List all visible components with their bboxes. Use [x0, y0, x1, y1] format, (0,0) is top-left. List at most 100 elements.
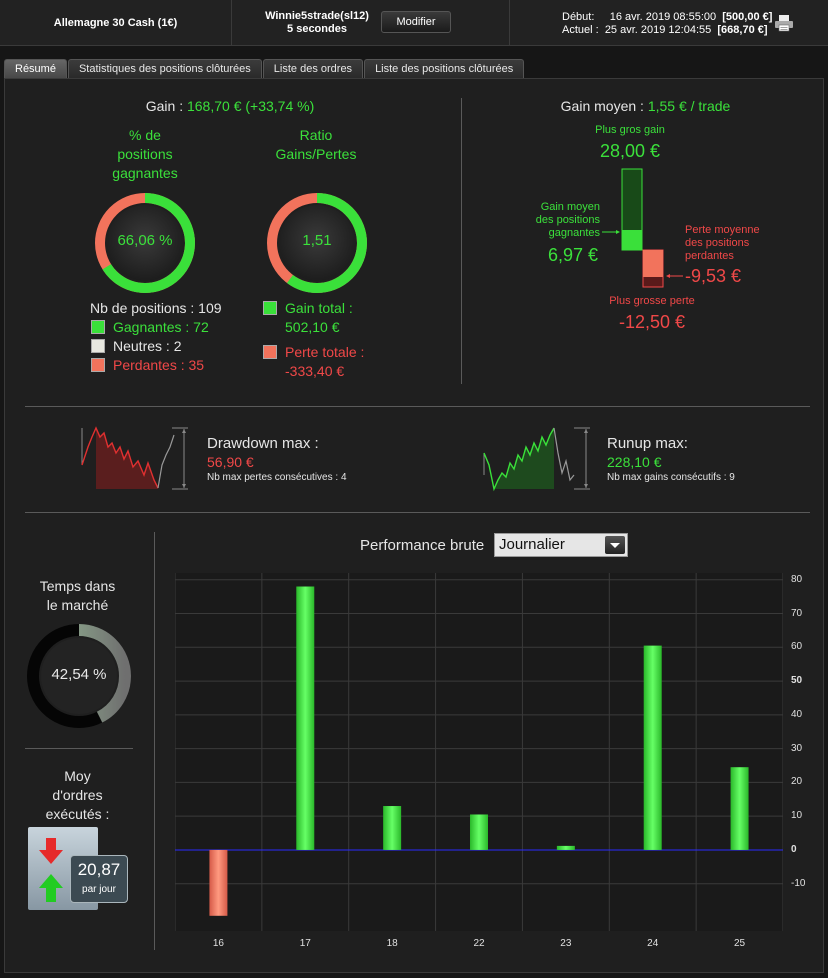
winners-swatch [91, 320, 105, 334]
max-gain-label: Plus gros gain [595, 124, 665, 136]
modify-button[interactable]: Modifier [381, 11, 451, 33]
avg-win-bar [622, 230, 642, 250]
market-time-ring-fill [27, 624, 131, 728]
market-time-title-line: Temps dans [39, 578, 116, 594]
instrument-name: Allemagne 30 Cash (1€) [0, 0, 232, 46]
win-rate-title-line: gagnantes [112, 165, 178, 181]
tab-bar: Résumé Statistiques des positions clôtur… [4, 59, 525, 78]
period-select-arrow[interactable] [605, 536, 625, 554]
chart-bars [209, 586, 749, 916]
chart-plot-area [175, 573, 783, 931]
chart-bar[interactable] [556, 845, 575, 850]
runup-value: 228,10 € [607, 454, 662, 470]
chart-bar[interactable] [296, 586, 315, 850]
period-select[interactable]: Journalier [494, 533, 628, 557]
tab-statistics[interactable]: Statistiques des positions clôturées [67, 59, 262, 78]
total-gain-label: Gain total : [285, 300, 353, 316]
drawdown-sparkline [81, 426, 188, 490]
chart-y-tick-label: 0 [791, 843, 797, 855]
market-time-ring-core [41, 638, 117, 714]
chart-x-tick-label: 25 [734, 938, 746, 949]
neutral-swatch [91, 339, 105, 353]
chart-x-tick-label: 17 [299, 938, 311, 949]
neutral-count: Neutres : 2 [113, 338, 182, 354]
ratio-value: 1,51 [302, 232, 332, 249]
positions-count: Nb de positions : 109 [90, 300, 222, 316]
total-loss-value: -333,40 € [285, 363, 345, 379]
orders-unit: par jour [82, 884, 116, 895]
section-divider [25, 512, 810, 513]
avg-win-label-line: des positions [535, 214, 600, 226]
avg-loss-label-line: des positions [685, 237, 750, 249]
gain-header: Gain : 168,70 € (+33,74 %) [0, 98, 460, 114]
ratio-ring-core [279, 205, 355, 281]
avg-loss-arrow-icon [666, 274, 670, 278]
total-gain-value: 502,10 € [285, 319, 340, 335]
avg-loss-label-line: Perte moyenne [685, 224, 760, 236]
orders-title-line: exécutés : [45, 806, 110, 822]
total-loss-swatch [263, 345, 277, 359]
market-time-ring [27, 624, 131, 728]
win-rate-ring-core [107, 205, 183, 281]
runup-sparkline [483, 427, 590, 492]
max-loss-label: Plus grosse perte [609, 295, 695, 307]
market-time-value: 42,54 % [51, 666, 107, 683]
avg-gain-header: Gain moyen : 1,55 € / trade [463, 98, 828, 114]
start-date: 16 avr. 2019 08:55:00 [609, 11, 717, 23]
chart-x-tick-label: 18 [386, 938, 398, 949]
tab-resume[interactable]: Résumé [4, 59, 67, 78]
chart-y-tick-label: 60 [791, 641, 803, 653]
drawdown-value: 56,90 € [207, 454, 254, 470]
chart-y-tick-label: 50 [791, 675, 803, 687]
chart-y-tick-label: 80 [791, 573, 803, 585]
tab-closed-positions[interactable]: Liste des positions clôturées [364, 59, 525, 78]
win-rate-title: % de positions gagnantes [90, 126, 200, 183]
avg-win-label: Gain moyen des positions gagnantes [530, 201, 600, 240]
chart-bar[interactable] [730, 767, 749, 850]
chart-bar[interactable] [470, 814, 488, 850]
gain-value: 168,70 € (+33,74 %) [186, 98, 315, 114]
chart-y-tick-label: 20 [791, 776, 803, 788]
section-divider [25, 748, 133, 749]
account-name: Winnie5strade(sl12) [265, 10, 369, 22]
orders-value: 20,87 [77, 860, 121, 879]
performance-chart [175, 573, 783, 931]
market-time-title-line: le marché [46, 597, 109, 613]
orders-badge [70, 855, 128, 903]
section-divider [25, 406, 810, 407]
gain-label: Gain : [145, 98, 184, 114]
current-value: [668,70 €] [717, 24, 768, 36]
account-panel: Winnie5strade(sl12) 5 secondes Modifier [232, 0, 510, 46]
avg-loss-label-line: perdantes [685, 250, 734, 262]
start-row: Début: 16 avr. 2019 08:55:00 [500,00 €] [562, 11, 772, 23]
orders-title-line: Moy [64, 768, 91, 784]
win-rate-ring-gain [95, 193, 195, 293]
win-rate-value: 66,06 % [117, 232, 173, 249]
chart-y-tick-label: 30 [791, 742, 803, 754]
chart-y-tick-label: 70 [791, 607, 803, 619]
chart-bar[interactable] [643, 645, 662, 850]
section-divider [154, 532, 155, 950]
tab-orders[interactable]: Liste des ordres [262, 59, 364, 78]
win-rate-title-line: positions [117, 146, 173, 162]
current-row: Actuel : 25 avr. 2019 12:04:55 [668,70 €… [562, 24, 768, 36]
chart-bar[interactable] [209, 849, 228, 916]
winners-count: Gagnantes : 72 [113, 319, 209, 335]
chart-bar[interactable] [383, 806, 402, 850]
print-icon[interactable] [774, 14, 794, 32]
chart-y-tick-label: 40 [791, 708, 803, 720]
avg-gain-label: Gain moyen : [560, 98, 644, 114]
ratio-ring [267, 193, 367, 293]
current-label: Actuel : [562, 24, 599, 36]
losers-swatch [91, 358, 105, 372]
drawdown-subtitle: Nb max pertes consécutives : 4 [207, 472, 347, 483]
avg-win-arrow-icon [616, 230, 620, 234]
chart-x-tick-label: 23 [560, 938, 572, 949]
date-range: Début: 16 avr. 2019 08:55:00 [500,00 €] … [510, 0, 828, 46]
drawdown-title: Drawdown max : [207, 435, 319, 452]
avg-loss-label: Perte moyenne des positions perdantes [685, 224, 760, 263]
orders-title-line: d'ordres [52, 787, 103, 803]
chart-y-tick-label: -10 [791, 877, 806, 889]
ratio-title-line: Ratio [299, 127, 333, 143]
total-loss-label: Perte totale : [285, 344, 365, 360]
